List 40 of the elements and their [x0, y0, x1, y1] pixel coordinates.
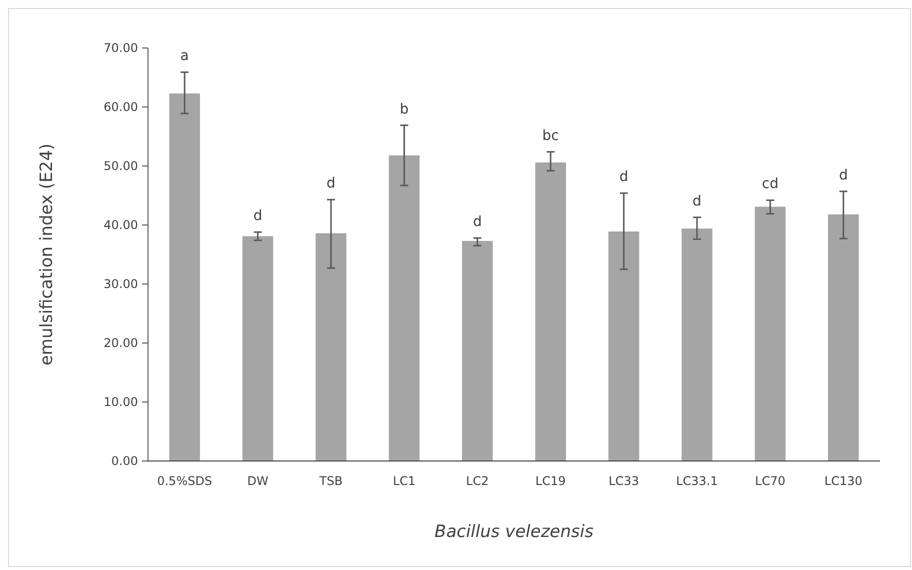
- y-tick-label: 70.00: [104, 41, 138, 56]
- annotation: d: [619, 169, 628, 186]
- annotation: d: [838, 167, 848, 184]
- y-tick-label: 10.00: [104, 395, 138, 410]
- annotation: d: [472, 214, 482, 230]
- annotation: bc: [542, 128, 559, 144]
- y-tick-label: 60.00: [104, 100, 138, 114]
- x-tick-label: LC19: [535, 474, 566, 488]
- x-tick-label: LC33.1: [676, 474, 718, 488]
- x-tick-label: LC2: [466, 474, 489, 488]
- y-tick-label: 0.00: [111, 454, 138, 468]
- x-tick-label: DW: [247, 474, 268, 488]
- bar: [462, 240, 493, 461]
- y-tick-label: 50.00: [104, 159, 138, 174]
- y-tick-label: 40.00: [104, 218, 138, 232]
- bar: [242, 236, 274, 461]
- x-tick-label: LC33: [608, 474, 639, 488]
- y-tick-label: 20.00: [104, 336, 138, 350]
- bar: [316, 233, 346, 461]
- x-tick-label: LC70: [755, 474, 786, 488]
- x-tick-label: 0.5%SDS: [157, 474, 212, 488]
- y-axis-title: emulsification index (E24): [37, 143, 57, 366]
- bar: [754, 206, 786, 461]
- bar: [828, 214, 859, 461]
- annotation: d: [253, 208, 262, 224]
- bar: [535, 162, 566, 461]
- x-axis-title: Bacillus velezensis: [434, 522, 594, 542]
- annotation: d: [692, 193, 702, 210]
- y-tick-label: 30.00: [104, 277, 138, 292]
- x-tick-label: LC130: [824, 474, 862, 488]
- bar: [682, 228, 712, 461]
- annotation: cd: [762, 176, 778, 192]
- x-tick-label: LC1: [392, 474, 416, 488]
- bar: [169, 93, 200, 461]
- x-tick-label: TSB: [318, 474, 343, 488]
- annotation: d: [326, 176, 336, 192]
- bar: [388, 155, 420, 461]
- annotation: a: [180, 48, 189, 64]
- annotation: b: [400, 101, 409, 118]
- bar: [608, 231, 640, 461]
